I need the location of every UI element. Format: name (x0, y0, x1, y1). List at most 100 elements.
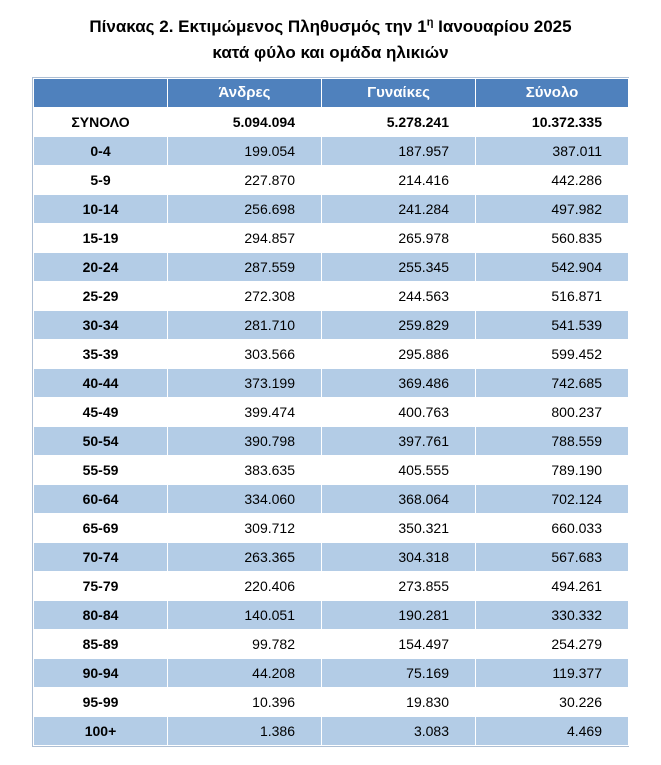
population-value: 3.083 (321, 715, 476, 746)
table-row: 20-24 287.559 255.345 542.904 (33, 251, 629, 282)
table-row: 45-49 399.474 400.763 800.237 (33, 396, 629, 427)
population-value: 75.169 (321, 657, 476, 688)
age-group-label: 50-54 (33, 425, 168, 456)
age-group-label: 65-69 (33, 512, 168, 543)
table-row: 40-44 373.199 369.486 742.685 (33, 367, 629, 398)
population-value: 190.281 (321, 599, 476, 630)
table-row: 65-69 309.712 350.321 660.033 (33, 512, 629, 543)
table-row: 5-9 227.870 214.416 442.286 (33, 164, 629, 195)
population-value: 788.559 (475, 425, 629, 456)
population-value: 255.345 (321, 251, 476, 282)
population-value: 303.566 (167, 338, 322, 369)
population-value: 214.416 (321, 164, 476, 195)
population-value: 516.871 (475, 280, 629, 311)
age-group-label: 75-79 (33, 570, 168, 601)
age-group-label: 10-14 (33, 193, 168, 224)
population-value: 497.982 (475, 193, 629, 224)
population-value: 542.904 (475, 251, 629, 282)
population-value: 259.829 (321, 309, 476, 340)
age-group-label: 35-39 (33, 338, 168, 369)
population-value: 30.226 (475, 686, 629, 717)
title-text-after-sup: Ιανουαρίου 2025 (433, 17, 572, 36)
table-row: 60-64 334.060 368.064 702.124 (33, 483, 629, 514)
column-header-empty (33, 77, 168, 108)
total-men-value: 5.094.094 (167, 106, 322, 137)
population-value: 154.497 (321, 628, 476, 659)
column-header-total: Σύνολο (475, 77, 629, 108)
population-value: 494.261 (475, 570, 629, 601)
table-row: 15-19 294.857 265.978 560.835 (33, 222, 629, 253)
population-value: 442.286 (475, 164, 629, 195)
population-value: 281.710 (167, 309, 322, 340)
table-row: 25-29 272.308 244.563 516.871 (33, 280, 629, 311)
population-value: 800.237 (475, 396, 629, 427)
population-value: 287.559 (167, 251, 322, 282)
population-value: 350.321 (321, 512, 476, 543)
population-value: 369.486 (321, 367, 476, 398)
page-title-line1: Πίνακας 2. Εκτιμώμενος Πληθυσμός την 1η … (0, 14, 661, 40)
total-total-value: 10.372.335 (475, 106, 629, 137)
population-value: 1.386 (167, 715, 322, 746)
population-value: 330.332 (475, 599, 629, 630)
population-value: 387.011 (475, 135, 629, 166)
population-value: 560.835 (475, 222, 629, 253)
population-value: 265.978 (321, 222, 476, 253)
population-value: 383.635 (167, 454, 322, 485)
column-header-men: Άνδρες (167, 77, 322, 108)
age-group-label: 95-99 (33, 686, 168, 717)
population-value: 405.555 (321, 454, 476, 485)
table-row: 95-99 10.396 19.830 30.226 (33, 686, 629, 717)
population-value: 272.308 (167, 280, 322, 311)
age-group-label: 20-24 (33, 251, 168, 282)
title-text-before-sup: Πίνακας 2. Εκτιμώμενος Πληθυσμός την 1 (89, 17, 427, 36)
population-value: 567.683 (475, 541, 629, 572)
population-value: 702.124 (475, 483, 629, 514)
population-value: 244.563 (321, 280, 476, 311)
population-value: 599.452 (475, 338, 629, 369)
population-value: 10.396 (167, 686, 322, 717)
population-value: 368.064 (321, 483, 476, 514)
table-row: 10-14 256.698 241.284 497.982 (33, 193, 629, 224)
title-superscript: η (426, 16, 434, 29)
page-title-line2: κατά φύλο και ομάδα ηλικιών (212, 43, 449, 63)
population-value: 334.060 (167, 483, 322, 514)
table-row: 50-54 390.798 397.761 788.559 (33, 425, 629, 456)
population-value: 254.279 (475, 628, 629, 659)
population-value: 256.698 (167, 193, 322, 224)
total-row-label: ΣΥΝΟΛΟ (33, 106, 168, 137)
age-group-label: 25-29 (33, 280, 168, 311)
population-value: 742.685 (475, 367, 629, 398)
table-row: 90-94 44.208 75.169 119.377 (33, 657, 629, 688)
table-header-row: Άνδρες Γυναίκες Σύνολο (33, 77, 629, 108)
population-value: 541.539 (475, 309, 629, 340)
population-value: 304.318 (321, 541, 476, 572)
population-value: 273.855 (321, 570, 476, 601)
population-value: 373.199 (167, 367, 322, 398)
total-women-value: 5.278.241 (321, 106, 476, 137)
page-title: Πίνακας 2. Εκτιμώμενος Πληθυσμός την 1η … (0, 14, 661, 67)
population-value: 400.763 (321, 396, 476, 427)
table-row: 30-34 281.710 259.829 541.539 (33, 309, 629, 340)
table-row: 80-84 140.051 190.281 330.332 (33, 599, 629, 630)
population-value: 220.406 (167, 570, 322, 601)
age-group-label: 15-19 (33, 222, 168, 253)
population-value: 187.957 (321, 135, 476, 166)
population-value: 399.474 (167, 396, 322, 427)
population-value: 660.033 (475, 512, 629, 543)
age-group-label: 100+ (33, 715, 168, 746)
column-header-women: Γυναίκες (321, 77, 476, 108)
population-value: 44.208 (167, 657, 322, 688)
population-value: 227.870 (167, 164, 322, 195)
age-group-label: 60-64 (33, 483, 168, 514)
table-row: 0-4 199.054 187.957 387.011 (33, 135, 629, 166)
age-group-label: 80-84 (33, 599, 168, 630)
age-group-label: 0-4 (33, 135, 168, 166)
age-group-label: 45-49 (33, 396, 168, 427)
age-group-label: 85-89 (33, 628, 168, 659)
population-value: 99.782 (167, 628, 322, 659)
age-group-label: 40-44 (33, 367, 168, 398)
population-value: 390.798 (167, 425, 322, 456)
population-value: 19.830 (321, 686, 476, 717)
table-body: ΣΥΝΟΛΟ 5.094.094 5.278.241 10.372.335 0-… (33, 106, 629, 746)
